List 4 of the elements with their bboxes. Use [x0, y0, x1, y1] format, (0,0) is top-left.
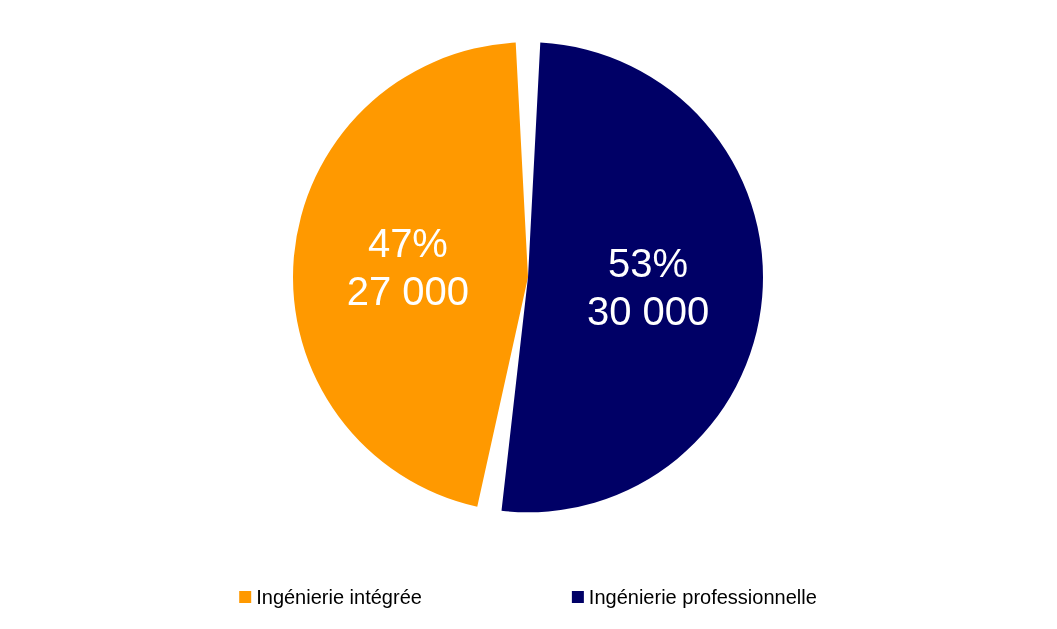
- legend-label: Ingénierie professionnelle: [588, 586, 817, 608]
- data-label: 53% 30 000: [586, 241, 710, 334]
- data-label: 47% 27 000: [346, 221, 470, 314]
- legend-label: Ingénierie intégrée: [256, 586, 422, 608]
